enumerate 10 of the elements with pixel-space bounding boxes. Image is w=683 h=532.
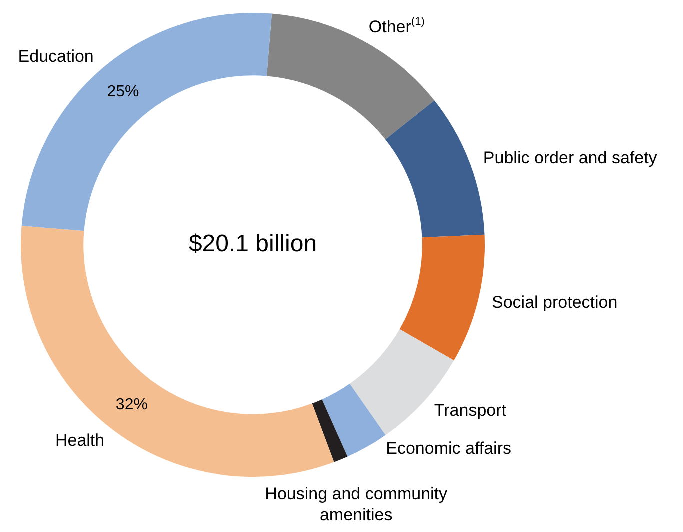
slice-label: Public order and safety (483, 148, 658, 168)
slice-label: Housing and community amenities (265, 484, 448, 525)
data-label: 32% (116, 396, 148, 414)
text: $20.1 billion (188, 230, 318, 258)
slice-label: Economic affairs (386, 438, 512, 458)
slice-label: Transport (434, 400, 507, 420)
slice-label: Education (18, 47, 94, 66)
slice-label: Social protection (492, 292, 618, 312)
data-label: 25% (107, 83, 140, 100)
slice-label: Health (55, 430, 105, 450)
